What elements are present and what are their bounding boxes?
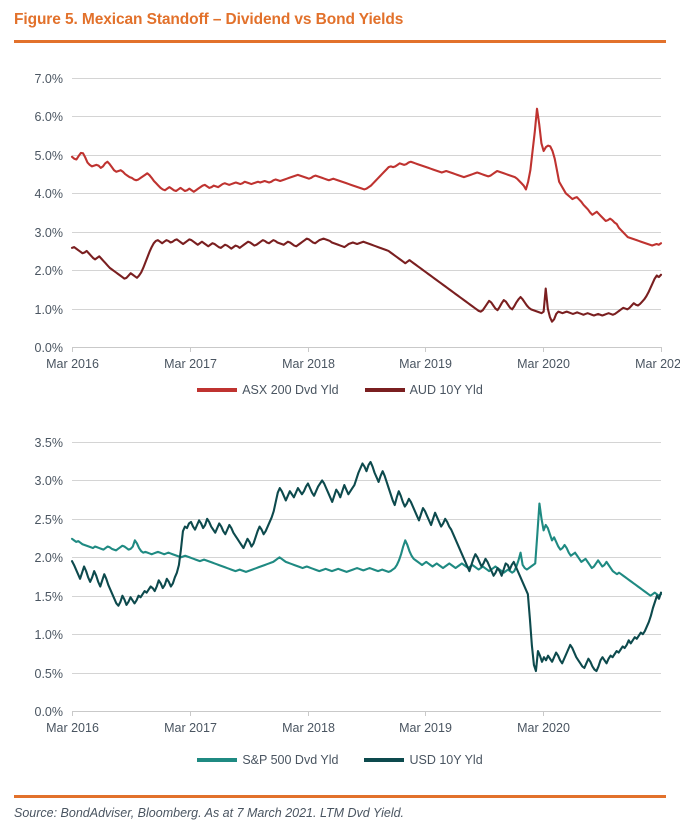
x-axis-tick-label: Mar 2016 <box>46 721 99 735</box>
legend-bottom: S&P 500 Dvd Yld USD 10Y Yld <box>0 753 680 767</box>
series-line-s-p-500-dvd-yld <box>70 502 663 597</box>
y-axis-tick-label: 0.0% <box>35 705 64 719</box>
legend-swatch-aud <box>364 387 405 393</box>
y-axis-tick-label: 1.5% <box>35 590 64 604</box>
x-axis-tick-label: Mar 2020 <box>517 357 570 371</box>
legend-label-asx: ASX 200 Dvd Yld <box>242 383 339 397</box>
x-axis-tick-label: Mar 2018 <box>282 721 335 735</box>
y-axis-tick-label: 0.0% <box>35 341 64 355</box>
legend-swatch-usd <box>364 757 405 763</box>
y-axis-tick-label: 1.0% <box>35 628 64 642</box>
series-line-aud-10y-yld <box>70 237 663 323</box>
legend-item-aud-10y-yld[interactable]: AUD 10Y Yld <box>364 383 483 397</box>
y-axis-tick-label: 2.0% <box>35 264 64 278</box>
series-line-usd-10y-yld <box>70 460 663 673</box>
y-axis-tick-label: 1.0% <box>35 303 64 317</box>
legend-swatch-asx <box>197 387 238 393</box>
legend-top: ASX 200 Dvd Yld AUD 10Y Yld <box>0 383 680 397</box>
legend-item-asx-200-dvd-yld[interactable]: ASX 200 Dvd Yld <box>197 383 339 397</box>
legend-label-usd: USD 10Y Yld <box>409 753 483 767</box>
x-axis-tick-label: Mar 2016 <box>46 357 99 371</box>
series-line-asx-200-dvd-yld <box>70 107 663 247</box>
y-axis-tick-label: 0.5% <box>35 667 64 681</box>
chart-top-australia: 0.0% 1.0% 2.0% 3.0% 4.0% 5.0% 6.0% 7.0% Mar 2016… <box>0 52 680 402</box>
legend-item-sp-500-dvd-yld[interactable]: S&P 500 Dvd Yld <box>197 753 338 767</box>
x-axis-tick-label: Mar 2018 <box>282 357 335 371</box>
x-axis-tick-label: Mar 2021 <box>635 357 680 371</box>
y-axis-tick-label: 2.5% <box>35 513 64 527</box>
footer-divider <box>14 795 666 798</box>
y-axis-tick-label: 2.0% <box>35 551 64 565</box>
y-axis-tick-label: 5.0% <box>35 149 64 163</box>
legend-swatch-sp500 <box>197 757 238 763</box>
y-axis-tick-label: 3.0% <box>35 474 64 488</box>
y-axis-tick-label: 4.0% <box>35 187 64 201</box>
x-axis-tick-label: Mar 2017 <box>164 357 217 371</box>
y-axis-tick-label: 3.5% <box>35 436 64 450</box>
y-axis-tick-label: 3.0% <box>35 226 64 240</box>
legend-label-aud: AUD 10Y Yld <box>409 383 483 397</box>
chart-bottom-us: 0.0% 0.5% 1.0% 1.5% 2.0% 2.5% 3.0% 3.5% Mar 2016… <box>0 416 680 766</box>
page-title: Figure 5. Mexican Standoff – Dividend vs… <box>14 11 404 28</box>
y-axis-tick-label: 7.0% <box>35 72 64 86</box>
legend-item-usd-10y-yld[interactable]: USD 10Y Yld <box>364 753 483 767</box>
legend-label-sp500: S&P 500 Dvd Yld <box>242 753 339 767</box>
x-axis-tick-label: Mar 2020 <box>517 721 570 735</box>
source-note: Source: BondAdviser, Bloomberg. As at 7 … <box>14 806 405 820</box>
x-axis-tick-label: Mar 2019 <box>399 357 452 371</box>
title-divider <box>14 40 666 43</box>
chart-bottom-svg: 0.0% 0.5% 1.0% 1.5% 2.0% 2.5% 3.0% 3.5% Mar 2016… <box>35 436 663 735</box>
x-axis-tick-label: Mar 2017 <box>164 721 217 735</box>
y-axis-tick-label: 6.0% <box>35 110 64 124</box>
chart-top-svg: 0.0% 1.0% 2.0% 3.0% 4.0% 5.0% 6.0% 7.0% Mar 2016… <box>35 72 680 371</box>
x-axis-tick-label: Mar 2019 <box>399 721 452 735</box>
